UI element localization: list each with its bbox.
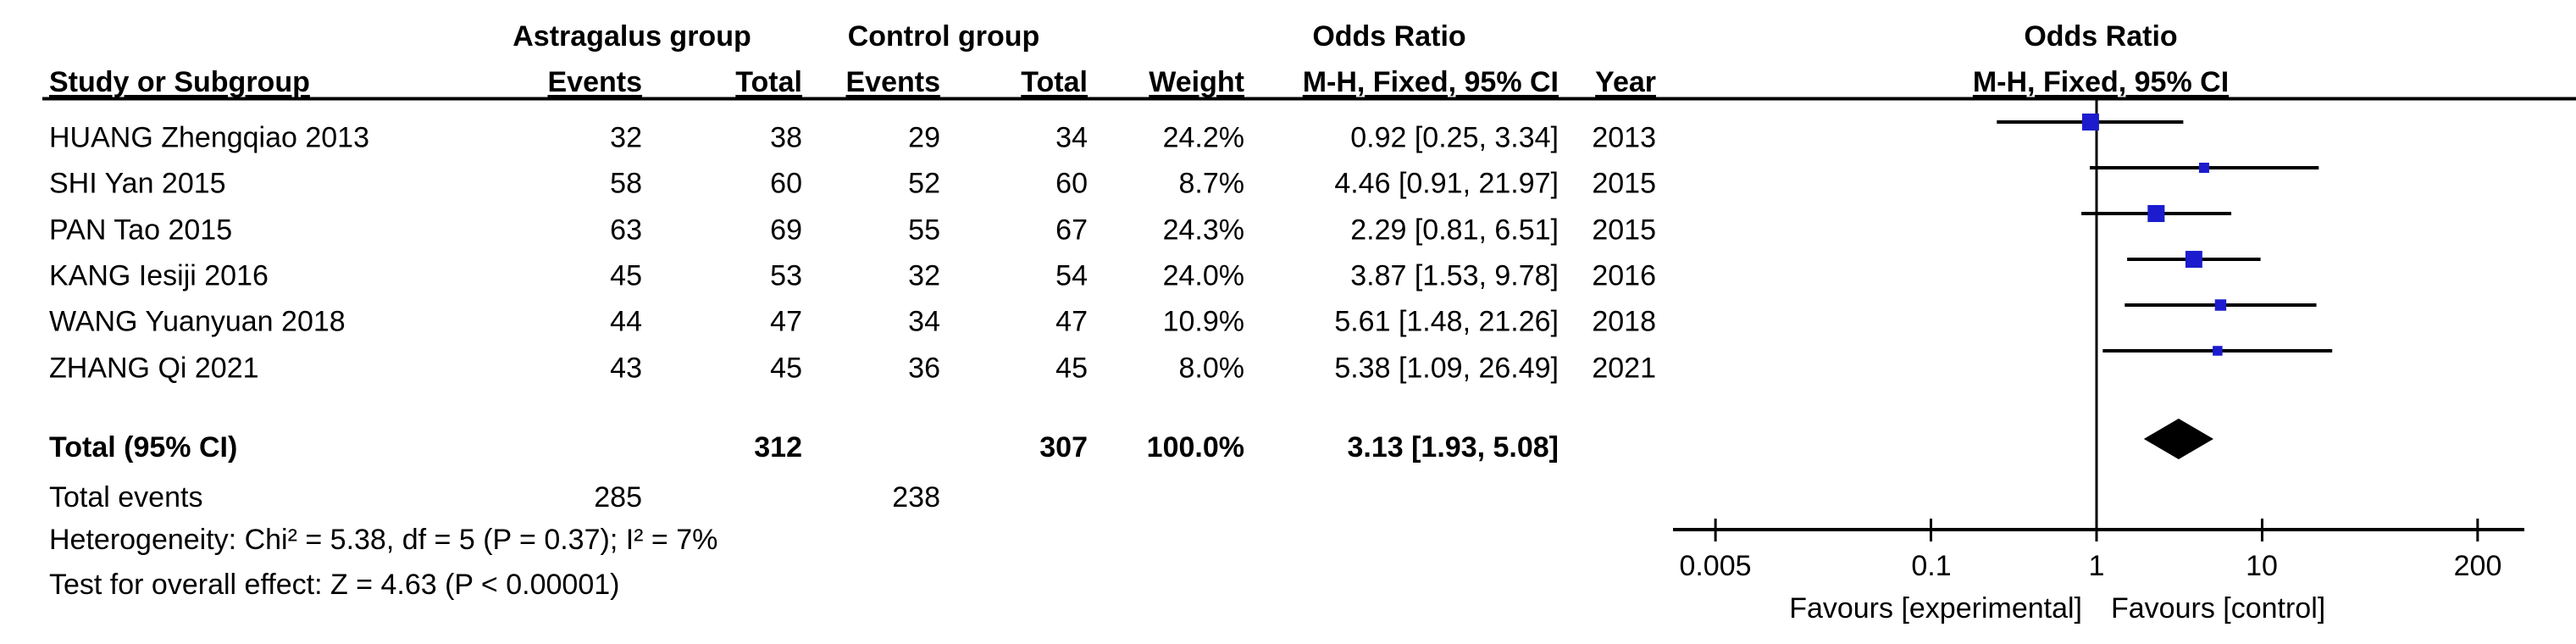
table-row: HUANG Zhengqiao 2013 32 38 29 34 24.2% 0…	[0, 115, 2576, 161]
effect-square	[2147, 204, 2165, 223]
year-value: 2021	[1592, 352, 1656, 385]
heterogeneity-stats: Heterogeneity: Chi² = 5.38, df = 5 (P = …	[49, 524, 718, 556]
column-header-study: Study or Subgroup	[49, 66, 310, 98]
year-value: 2015	[1592, 167, 1656, 200]
total-experimental-value: 38	[770, 121, 802, 154]
total-control-value: 60	[1055, 167, 1088, 200]
study-rows: HUANG Zhengqiao 2013 32 38 29 34 24.2% 0…	[0, 115, 2576, 391]
favours-control-label: Favours [control]	[2111, 592, 2326, 625]
events-experimental-value: 45	[610, 259, 642, 292]
study-name: HUANG Zhengqiao 2013	[49, 121, 370, 154]
events-control-value: 55	[908, 214, 940, 247]
favours-experimental-label: Favours [experimental]	[1789, 592, 2082, 625]
total-experimental-value: 45	[770, 352, 802, 385]
study-name: ZHANG Qi 2021	[49, 352, 259, 385]
year-value: 2015	[1592, 214, 1656, 247]
events-experimental-value: 58	[610, 167, 642, 200]
study-name: SHI Yan 2015	[49, 167, 226, 200]
weight-value: 8.0%	[1178, 352, 1245, 385]
overall-effect-test: Test for overall effect: Z = 4.63 (P < 0…	[49, 569, 620, 601]
column-header-total-control: Total	[1021, 66, 1088, 98]
effect-square	[2185, 251, 2202, 268]
events-control-value: 32	[908, 259, 940, 292]
total-control-sum: 307	[1039, 431, 1088, 464]
weight-value: 10.9%	[1162, 305, 1244, 338]
odds-ratio-plot-title: Odds Ratio	[2024, 20, 2178, 53]
axis-tick-label: 0.1	[1911, 550, 1952, 582]
events-control-value: 52	[908, 167, 940, 200]
year-value: 2013	[1592, 121, 1656, 154]
events-experimental-value: 43	[610, 352, 642, 385]
column-header-year: Year	[1595, 66, 1656, 98]
total-control-value: 67	[1055, 214, 1088, 247]
table-row: PAN Tao 2015 63 69 55 67 24.3% 2.29 [0.8…	[0, 208, 2576, 253]
events-experimental-value: 63	[610, 214, 642, 247]
effect-square	[2081, 114, 2099, 130]
odds-ratio-ci-value: 5.38 [1.09, 26.49]	[1334, 352, 1559, 385]
weight-value: 8.7%	[1178, 167, 1245, 200]
year-value: 2018	[1592, 305, 1656, 338]
column-header-method-table: M-H, Fixed, 95% CI	[1302, 66, 1559, 98]
study-name: PAN Tao 2015	[49, 214, 233, 247]
total-row-label: Total (95% CI)	[49, 431, 238, 464]
column-group-header-control: Control group	[847, 20, 1040, 53]
odds-ratio-ci-value: 0.92 [0.25, 3.34]	[1350, 121, 1559, 154]
events-experimental-value: 44	[610, 305, 642, 338]
total-events-experimental: 285	[594, 481, 642, 514]
total-control-value: 34	[1055, 121, 1088, 154]
axis-tick-label: 1	[2088, 550, 2105, 582]
odds-ratio-table-title: Odds Ratio	[1312, 20, 1466, 53]
odds-ratio-ci-value: 4.46 [0.91, 21.97]	[1334, 167, 1559, 200]
total-events-control: 238	[892, 481, 940, 514]
total-control-value: 45	[1055, 352, 1088, 385]
table-row: KANG Iesiji 2016 45 53 32 54 24.0% 3.87 …	[0, 253, 2576, 299]
weight-value: 24.2%	[1162, 121, 1244, 154]
axis-tick-label: 10	[2246, 550, 2278, 582]
total-experimental-value: 47	[770, 305, 802, 338]
total-odds-ratio-ci: 3.13 [1.93, 5.08]	[1347, 431, 1559, 464]
events-control-value: 29	[908, 121, 940, 154]
study-name: KANG Iesiji 2016	[49, 259, 269, 292]
events-experimental-value: 32	[610, 121, 642, 154]
total-events-label: Total events	[49, 481, 203, 514]
column-group-header-experimental: Astragalus group	[512, 20, 751, 53]
study-name: WANG Yuanyuan 2018	[49, 305, 346, 338]
column-header-events-control: Events	[845, 66, 941, 98]
total-experimental-value: 60	[770, 167, 802, 200]
total-control-value: 47	[1055, 305, 1088, 338]
table-row: WANG Yuanyuan 2018 44 47 34 47 10.9% 5.6…	[0, 299, 2576, 345]
total-diamond	[2143, 419, 2213, 459]
axis-tick-label: 200	[2453, 550, 2502, 582]
total-control-value: 54	[1055, 259, 1088, 292]
total-experimental-sum: 312	[754, 431, 802, 464]
column-header-events-experimental: Events	[547, 66, 643, 98]
year-value: 2016	[1592, 259, 1656, 292]
odds-ratio-ci-value: 2.29 [0.81, 6.51]	[1350, 214, 1559, 247]
events-control-value: 36	[908, 352, 940, 385]
odds-ratio-ci-value: 5.61 [1.48, 21.26]	[1334, 305, 1559, 338]
total-weight: 100.0%	[1146, 431, 1244, 464]
column-header-method-plot: M-H, Fixed, 95% CI	[1972, 66, 2230, 98]
odds-ratio-ci-value: 3.87 [1.53, 9.78]	[1350, 259, 1559, 292]
table-row: SHI Yan 2015 58 60 52 60 8.7% 4.46 [0.91…	[0, 161, 2576, 207]
effect-square	[2198, 163, 2209, 173]
column-header-weight: Weight	[1149, 66, 1244, 98]
weight-value: 24.0%	[1162, 259, 1244, 292]
events-control-value: 34	[908, 305, 940, 338]
total-experimental-value: 53	[770, 259, 802, 292]
table-row: ZHANG Qi 2021 43 45 36 45 8.0% 5.38 [1.0…	[0, 345, 2576, 391]
axis-tick-label: 0.005	[1679, 550, 1752, 582]
effect-square	[2214, 299, 2227, 311]
effect-square	[2213, 346, 2223, 356]
weight-value: 24.3%	[1162, 214, 1244, 247]
total-experimental-value: 69	[770, 214, 802, 247]
column-header-total-experimental: Total	[735, 66, 802, 98]
